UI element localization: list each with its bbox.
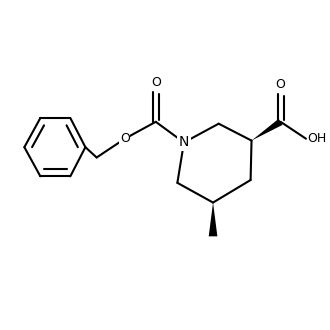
Text: OH: OH — [307, 132, 326, 145]
Text: O: O — [151, 76, 161, 89]
Text: O: O — [120, 132, 130, 145]
Text: N: N — [179, 136, 189, 149]
Polygon shape — [209, 203, 217, 236]
Text: O: O — [276, 78, 285, 90]
Polygon shape — [251, 119, 282, 141]
